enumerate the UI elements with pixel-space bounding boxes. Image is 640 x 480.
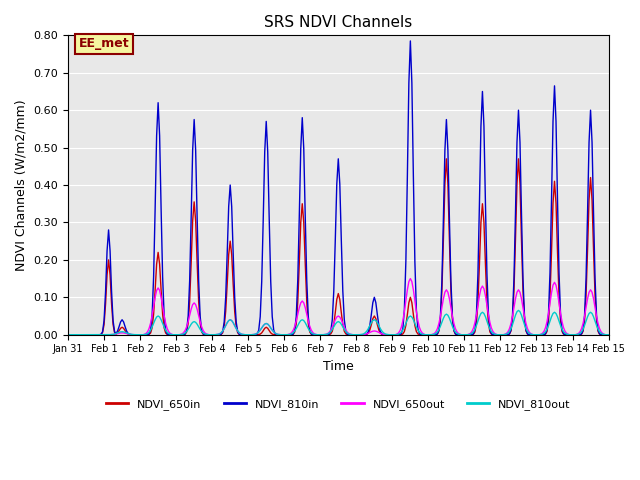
NDVI_650in — [402, 323, 410, 328]
Legend: NDVI_650in, NDVI_810in, NDVI_650out, NDVI_810out: NDVI_650in, NDVI_810in, NDVI_650out, NDV… — [101, 394, 575, 414]
NDVI_810in — [540, 332, 548, 337]
NDVI_650out — [540, 328, 548, 334]
NDVI_650in — [79, 332, 87, 337]
NDVI_810out — [605, 332, 612, 337]
NDVI_650out — [64, 332, 72, 337]
NDVI_810in — [390, 332, 397, 337]
NDVI_650in — [443, 156, 451, 162]
NDVI_810out — [390, 332, 397, 337]
Line: NDVI_810out: NDVI_810out — [68, 311, 609, 335]
NDVI_650in — [605, 332, 612, 337]
NDVI_650out — [406, 276, 414, 281]
NDVI_810out — [515, 308, 522, 313]
NDVI_650in — [64, 332, 72, 337]
NDVI_810in — [406, 38, 414, 44]
NDVI_650in — [390, 332, 397, 337]
Line: NDVI_650out: NDVI_650out — [68, 278, 609, 335]
NDVI_810out — [64, 332, 72, 337]
Title: SRS NDVI Channels: SRS NDVI Channels — [264, 15, 412, 30]
NDVI_650out — [164, 329, 172, 335]
NDVI_810in — [64, 332, 72, 337]
NDVI_650out — [372, 328, 380, 334]
NDVI_810in — [164, 332, 172, 337]
NDVI_810in — [605, 332, 612, 337]
NDVI_650out — [390, 332, 397, 337]
NDVI_810in — [79, 332, 87, 337]
Line: NDVI_650in: NDVI_650in — [68, 159, 609, 335]
NDVI_810in — [372, 300, 380, 306]
NDVI_810out — [372, 318, 380, 324]
NDVI_650in — [372, 316, 380, 322]
NDVI_810out — [164, 331, 172, 336]
NDVI_650in — [540, 332, 548, 337]
Text: EE_met: EE_met — [79, 37, 129, 50]
NDVI_650in — [164, 332, 172, 337]
NDVI_810out — [79, 332, 87, 337]
NDVI_810out — [540, 330, 548, 336]
X-axis label: Time: Time — [323, 360, 354, 373]
NDVI_650out — [79, 332, 87, 337]
NDVI_810in — [402, 259, 410, 264]
Y-axis label: NDVI Channels (W/m2/mm): NDVI Channels (W/m2/mm) — [15, 99, 28, 271]
Line: NDVI_810in: NDVI_810in — [68, 41, 609, 335]
NDVI_650out — [402, 298, 410, 303]
NDVI_810out — [402, 321, 410, 326]
NDVI_650out — [605, 332, 612, 337]
